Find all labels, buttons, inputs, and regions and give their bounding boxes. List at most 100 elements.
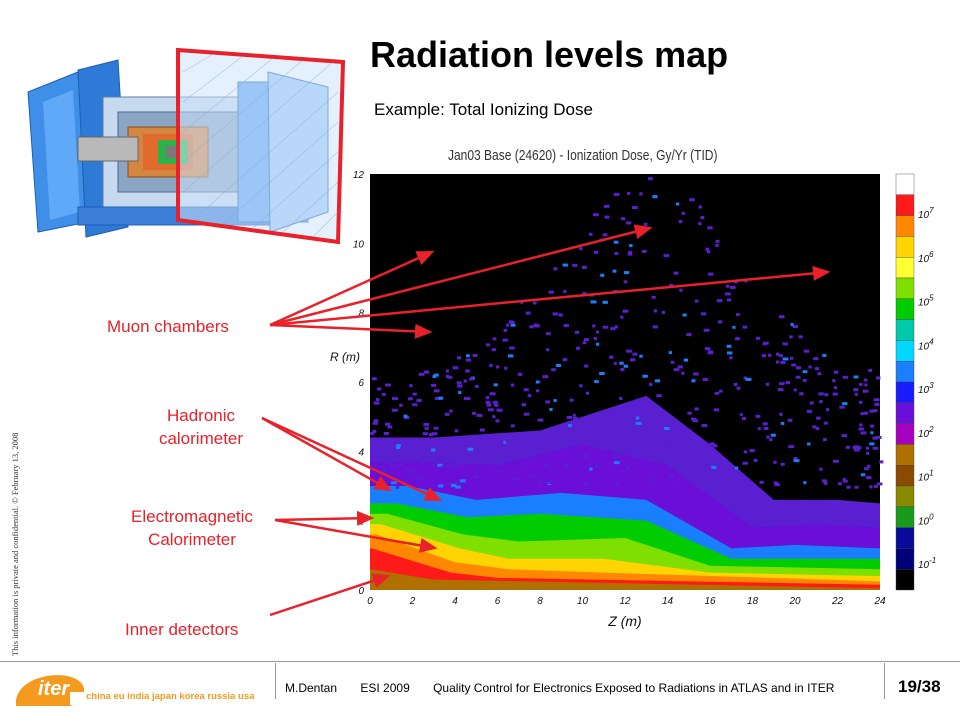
dose-speck xyxy=(743,376,748,380)
colorbar-label: 102 xyxy=(918,425,934,440)
label-em-line2: Calorimeter xyxy=(148,530,236,549)
colorbar-cell xyxy=(895,340,915,362)
dose-speck xyxy=(382,468,388,472)
colorbar-cell xyxy=(895,444,915,466)
dose-speck xyxy=(641,249,647,253)
dose-speck xyxy=(742,461,748,465)
dose-speck xyxy=(846,485,851,489)
dose-speck xyxy=(709,442,715,446)
dose-speck xyxy=(670,360,675,364)
label-hadronic-line1: Hadronic xyxy=(166,406,236,425)
dose-speck xyxy=(407,397,413,401)
dose-speck xyxy=(572,416,578,420)
dose-speck xyxy=(503,328,508,332)
dose-speck xyxy=(639,192,643,196)
dose-speck xyxy=(520,300,524,304)
dose-speck xyxy=(762,342,767,346)
dose-speck xyxy=(872,446,879,450)
dose-speck xyxy=(652,478,657,482)
dose-speck xyxy=(402,445,407,449)
colorbar: 107 106 105 104 103 102 101 100 10-1 xyxy=(895,173,936,591)
dose-speck xyxy=(833,370,839,374)
dose-speck xyxy=(767,353,772,357)
confidentiality-text: This information is private and confiden… xyxy=(10,432,20,656)
dose-speck xyxy=(775,352,780,356)
dose-speck xyxy=(510,424,515,428)
dose-speck xyxy=(529,325,534,329)
dose-speck xyxy=(860,431,867,435)
dose-speck xyxy=(424,370,430,374)
dose-speck xyxy=(545,348,550,352)
dose-speck xyxy=(441,465,445,469)
dose-speck xyxy=(739,413,743,417)
dose-speck xyxy=(701,424,708,428)
dose-speck xyxy=(802,378,807,382)
dose-speck xyxy=(703,328,710,332)
dose-speck xyxy=(870,431,874,435)
dose-speck xyxy=(499,408,503,412)
dose-speck xyxy=(677,365,683,369)
colorbar-cell xyxy=(895,360,915,383)
dose-speck xyxy=(700,216,705,220)
dose-speck xyxy=(439,438,445,442)
dose-speck xyxy=(590,300,597,304)
dose-speck xyxy=(681,371,685,375)
dose-speck xyxy=(433,426,439,430)
dose-speck xyxy=(595,330,600,334)
colorbar-label: 101 xyxy=(918,469,934,484)
dose-speck xyxy=(572,436,577,440)
dose-speck xyxy=(408,473,413,477)
dose-speck xyxy=(469,377,474,381)
dose-speck xyxy=(432,375,437,379)
colorbar-cell xyxy=(895,485,915,507)
dose-speck xyxy=(845,445,850,449)
dose-speck xyxy=(371,377,377,381)
footer-separator-left xyxy=(275,663,276,699)
dose-speck xyxy=(441,448,447,452)
dose-speck xyxy=(619,397,623,401)
colorbar-cell xyxy=(895,527,915,549)
dose-speck xyxy=(487,408,494,412)
dose-speck xyxy=(534,324,540,328)
dose-speck xyxy=(759,480,764,484)
dose-speck xyxy=(809,401,814,405)
dose-speck xyxy=(512,477,518,481)
dose-speck xyxy=(869,409,874,413)
dose-speck xyxy=(874,402,880,406)
dose-speck xyxy=(860,412,865,416)
dose-speck xyxy=(817,372,822,376)
dose-speck xyxy=(643,222,648,226)
dose-speck xyxy=(485,343,491,347)
dose-speck xyxy=(451,466,456,470)
dose-speck xyxy=(604,419,608,423)
dose-speck xyxy=(416,477,422,481)
dose-speck xyxy=(743,450,748,454)
dose-speck xyxy=(593,336,598,340)
dose-speck xyxy=(505,440,512,444)
colorbar-cell xyxy=(895,298,915,320)
dose-speck xyxy=(499,469,503,473)
dose-speck xyxy=(551,368,556,372)
dose-speck xyxy=(610,327,616,331)
dose-speck xyxy=(698,222,702,226)
slide-title: Radiation levels map xyxy=(370,34,729,75)
dose-speck xyxy=(605,440,611,444)
dose-speck xyxy=(373,419,379,423)
dose-speck xyxy=(735,313,740,317)
dose-speck xyxy=(707,226,713,230)
dose-speck xyxy=(510,323,516,327)
atlas-detector-illustration xyxy=(27,47,346,245)
dose-speck xyxy=(428,433,434,437)
colorbar-cell xyxy=(895,402,915,424)
dose-speck xyxy=(860,473,866,477)
dose-speck xyxy=(715,243,719,247)
dose-speck xyxy=(617,454,622,458)
dose-speck xyxy=(600,273,605,277)
dose-speck xyxy=(628,251,633,255)
dose-speck xyxy=(486,403,492,407)
dose-speck xyxy=(543,463,549,467)
y-tick-label: 12 xyxy=(353,170,365,181)
dose-speck xyxy=(669,284,674,288)
dose-speck xyxy=(774,483,780,487)
dose-speck xyxy=(869,485,873,489)
